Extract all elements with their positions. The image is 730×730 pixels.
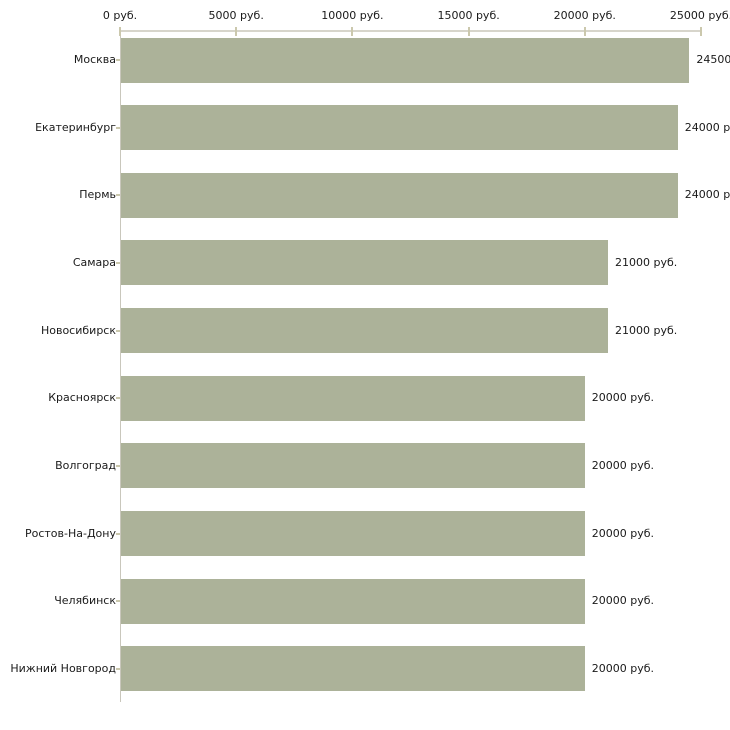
- category-label: Екатеринбург: [35, 120, 116, 134]
- category-label: Волгоград: [55, 458, 116, 472]
- bar: [121, 105, 678, 151]
- bar: [121, 578, 585, 624]
- x-axis-tick: [235, 27, 238, 36]
- bar: [121, 308, 609, 354]
- category-tick: [116, 329, 120, 332]
- category-label: Ростов-На-Дону: [24, 526, 116, 540]
- x-axis-tick: [119, 27, 121, 36]
- category-tick: [116, 194, 120, 197]
- category-tick: [116, 600, 120, 603]
- category-label: Красноярск: [48, 391, 116, 405]
- x-axis-tick: [351, 27, 354, 36]
- value-label: 20000 руб.: [591, 526, 655, 540]
- value-label: 24000 руб.: [684, 188, 730, 202]
- category-label: Новосибирск: [40, 323, 116, 337]
- x-axis-tick-label: 20000 руб.: [553, 9, 616, 22]
- bar: [121, 375, 585, 421]
- x-axis-tick-label: 15000 руб.: [437, 9, 500, 22]
- category-tick: [116, 464, 120, 467]
- category-tick: [116, 667, 120, 670]
- bar: [121, 646, 585, 692]
- value-label: 20000 руб.: [591, 661, 655, 675]
- category-tick: [116, 126, 120, 129]
- bar: [121, 172, 678, 218]
- x-axis-tick: [467, 27, 470, 36]
- y-axis-line: [120, 30, 121, 702]
- category-label: Москва: [73, 53, 116, 66]
- bar: [121, 37, 690, 83]
- category-label: Челябинск: [54, 594, 116, 608]
- x-axis-tick-label: 25000 руб.: [669, 9, 730, 22]
- x-axis-tick-label: 0 руб.: [102, 9, 138, 22]
- value-label: 21000 руб.: [615, 255, 678, 269]
- x-axis-line: [120, 30, 701, 32]
- x-axis-tick: [700, 27, 702, 36]
- value-label: 20000 руб.: [591, 458, 655, 472]
- value-label: 24000 руб.: [684, 120, 730, 134]
- category-tick: [116, 532, 120, 535]
- category-tick: [116, 261, 120, 264]
- category-label: Пермь: [79, 188, 116, 202]
- bar: [121, 443, 585, 489]
- category-label: Нижний Новгород: [10, 661, 116, 675]
- bar: [121, 240, 609, 286]
- x-axis-tick: [583, 27, 586, 36]
- x-axis-tick-label: 10000 руб.: [321, 9, 384, 22]
- value-label: 24500 руб.: [696, 53, 730, 66]
- category-tick: [116, 59, 120, 61]
- value-label: 20000 руб.: [591, 594, 655, 608]
- value-label: 21000 руб.: [615, 323, 678, 337]
- bar: [121, 511, 585, 557]
- value-label: 20000 руб.: [591, 391, 655, 405]
- category-tick: [116, 397, 120, 400]
- x-axis-tick-label: 5000 руб.: [208, 9, 264, 22]
- category-label: Самара: [72, 255, 116, 269]
